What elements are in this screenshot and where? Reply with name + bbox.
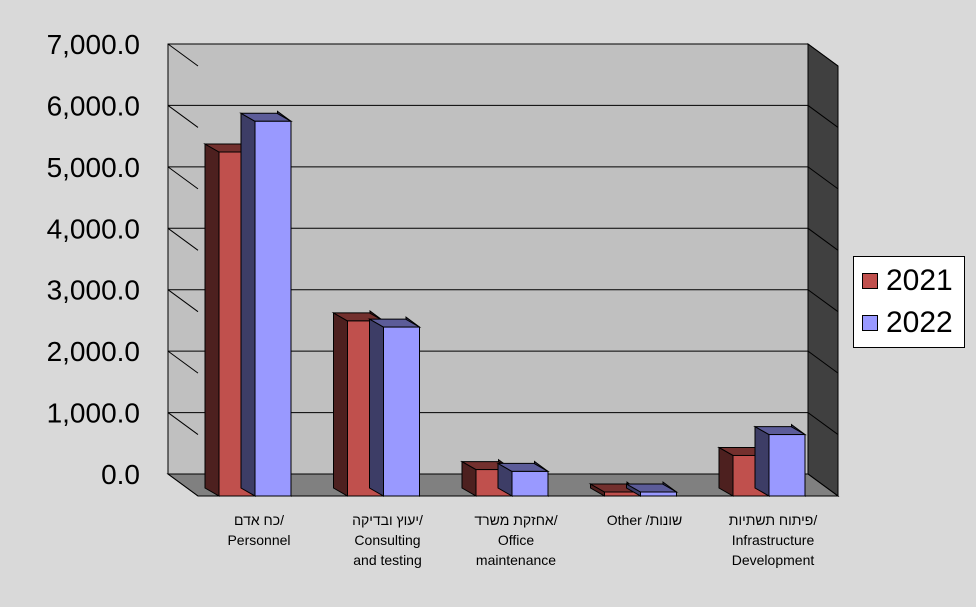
y-tick-label: 6,000.0 — [47, 90, 140, 121]
y-tick-label: 3,000.0 — [47, 275, 140, 306]
legend-label-2021: 2021 — [886, 264, 953, 297]
legend-label-2022: 2022 — [886, 306, 953, 339]
gridline-left-edge — [167, 412, 199, 435]
bar-2022-3 — [624, 481, 679, 497]
legend-swatch-2021 — [862, 273, 878, 289]
gridline-left-edge — [167, 105, 199, 128]
y-tick-label: 2,000.0 — [47, 336, 140, 367]
legend-swatch-2022 — [862, 315, 878, 331]
legend-item-2022: 2022 — [862, 305, 953, 341]
bar-2022-0 — [239, 110, 293, 497]
x-tick-label: יעוץ ובדיקה/Consulting and testing — [352, 512, 423, 568]
x-tick-label: Other /שונות — [607, 512, 682, 528]
gridline-left-edge — [167, 289, 199, 313]
y-tick-label: 4,000.0 — [47, 213, 140, 244]
gridline — [168, 43, 839, 67]
x-axis-labels: כח אדם/Personnel יעוץ ובדיקה/Consulting an… — [227, 512, 817, 568]
y-tick-label: 5,000.0 — [47, 152, 140, 183]
gridline — [168, 104, 839, 128]
x-tick-label: אחזקת משרד/Office maintenance — [474, 512, 557, 568]
gridline-left-edge — [167, 43, 199, 67]
x-tick-label: פיתוח תשתיות/Infrastructure Development — [729, 512, 818, 568]
gridline — [168, 166, 839, 190]
gridline-left-edge — [167, 166, 199, 190]
gridline-left-edge — [167, 473, 199, 497]
y-tick-label: 7,000.0 — [47, 29, 140, 60]
legend: 2021 2022 — [853, 256, 965, 348]
bar-2022-2 — [496, 460, 550, 497]
side-wall — [807, 43, 839, 497]
legend-item-2021: 2021 — [862, 263, 953, 299]
y-axis-ticks: 7,000.0 6,000.0 5,000.0 4,000.0 3,000.0 2,000… — [47, 29, 140, 490]
x-tick-label: כח אדם/Personnel — [227, 512, 290, 548]
gridline — [168, 289, 839, 313]
y-tick-label: 0.0 — [101, 459, 140, 490]
bar-2022-4 — [753, 423, 807, 497]
gridline — [168, 227, 839, 251]
bar-2022-1 — [367, 316, 422, 497]
gridline-left-edge — [167, 227, 199, 251]
gridline-left-edge — [167, 350, 199, 374]
y-tick-label: 1,000.0 — [47, 398, 140, 429]
bars — [203, 110, 807, 497]
